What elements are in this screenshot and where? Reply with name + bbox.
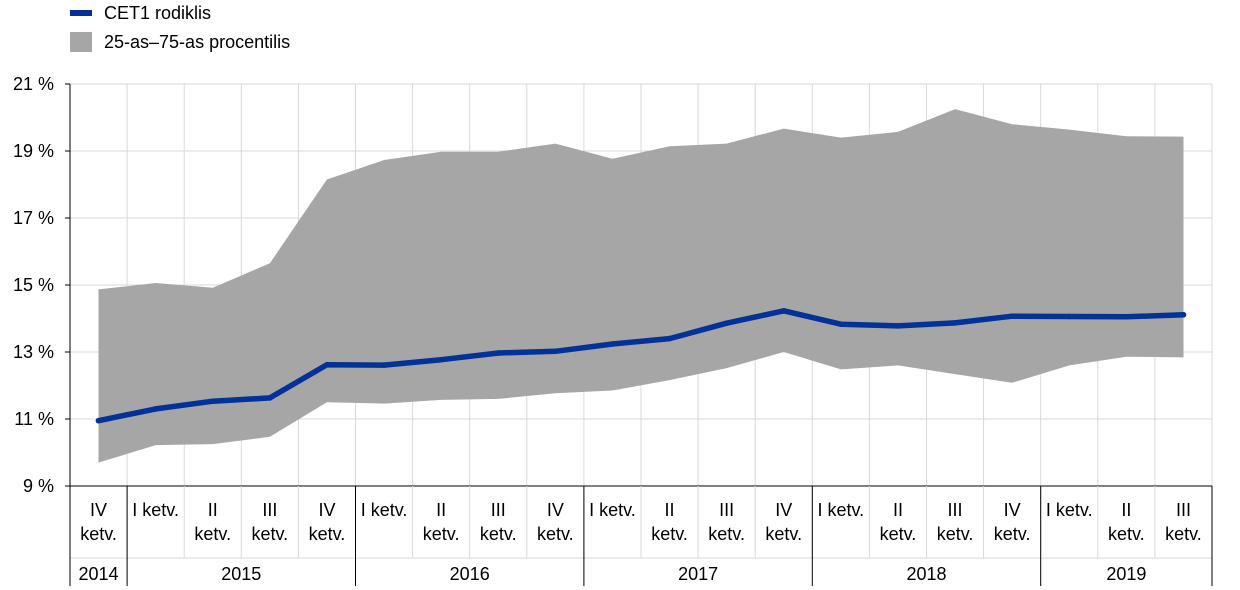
x-axis: IV ketv. I ketv. II ketv. III ketv. IV ketv. I ke… bbox=[69, 84, 1213, 586]
series-line-layer bbox=[95, 307, 1187, 424]
x-tick-label: ketv. bbox=[1165, 524, 1202, 544]
y-tick-label: 17 % bbox=[13, 208, 54, 228]
legend-label: 25-as–75-as procentilis bbox=[104, 32, 290, 52]
x-tick-label: ketv. bbox=[765, 524, 802, 544]
series-point bbox=[267, 395, 273, 401]
series-point bbox=[1180, 312, 1187, 318]
x-tick-label: ketv. bbox=[994, 524, 1031, 544]
y-tick-label: 21 % bbox=[13, 74, 54, 94]
x-tick-label: IV bbox=[1004, 500, 1021, 520]
x-tick-label: I ketv. bbox=[1046, 500, 1093, 520]
x-tick-label: ketv. bbox=[880, 524, 917, 544]
legend-swatch-line bbox=[70, 10, 92, 16]
series-point bbox=[666, 335, 673, 342]
x-tick-label: III bbox=[948, 500, 963, 520]
series-point bbox=[152, 406, 159, 412]
x-tick-label: IV bbox=[775, 500, 792, 520]
x-tick-label: II bbox=[208, 500, 218, 520]
x-tick-label: I ketv. bbox=[132, 500, 179, 520]
x-tick-label: IV bbox=[318, 500, 335, 520]
series-line-cet1 bbox=[95, 308, 1187, 424]
x-tick-label: ketv. bbox=[309, 524, 346, 544]
series-point bbox=[895, 323, 901, 329]
series-point bbox=[1009, 313, 1015, 319]
legend: CET1 rodiklis 25-as–75-as procentilis bbox=[70, 3, 290, 52]
series-point bbox=[1123, 314, 1130, 320]
series-point bbox=[324, 361, 330, 368]
percentile-band-layer bbox=[98, 109, 1184, 463]
x-tick-label: I ketv. bbox=[818, 500, 865, 520]
y-axis-tick-labels: 21 % 19 % 17 % 15 % 13 % 11 % 9 % bbox=[13, 74, 70, 496]
year-label: 2014 bbox=[79, 564, 119, 584]
x-tick-label: ketv. bbox=[252, 524, 289, 544]
x-tick-label: I ketv. bbox=[589, 500, 636, 520]
year-label: 2016 bbox=[450, 564, 490, 584]
series-point bbox=[552, 348, 559, 355]
x-tick-label: II bbox=[436, 500, 446, 520]
y-tick-label: 13 % bbox=[13, 342, 54, 362]
x-tick-label: I ketv. bbox=[361, 500, 408, 520]
x-tick-label: ketv. bbox=[651, 524, 688, 544]
y-tick-label: 15 % bbox=[13, 275, 54, 295]
series-point bbox=[95, 417, 102, 424]
series-point bbox=[723, 320, 730, 326]
legend-swatch-area bbox=[70, 32, 92, 52]
series-point bbox=[952, 320, 958, 326]
x-tick-label: III bbox=[719, 500, 734, 520]
x-tick-label: ketv. bbox=[80, 524, 117, 544]
x-tick-label: ketv. bbox=[1108, 524, 1145, 544]
year-label: 2017 bbox=[678, 564, 718, 584]
series-point bbox=[838, 321, 844, 327]
x-tick-label: ketv. bbox=[194, 524, 231, 544]
y-tick-label: 19 % bbox=[13, 141, 54, 161]
series-point bbox=[780, 307, 787, 314]
series-point bbox=[209, 398, 216, 405]
x-tick-label: ketv. bbox=[708, 524, 745, 544]
year-label: 2015 bbox=[221, 564, 261, 584]
x-tick-label: ketv. bbox=[423, 524, 460, 544]
x-tick-label: IV bbox=[547, 500, 564, 520]
x-tick-label: III bbox=[1176, 500, 1191, 520]
x-tick-label: III bbox=[262, 500, 277, 520]
x-tick-label: III bbox=[491, 500, 506, 520]
x-tick-label: IV bbox=[90, 500, 107, 520]
x-tick-label: ketv. bbox=[480, 524, 517, 544]
series-point bbox=[609, 341, 616, 347]
x-tick-label: II bbox=[665, 500, 675, 520]
series-point bbox=[438, 356, 444, 363]
x-tick-label: II bbox=[893, 500, 903, 520]
series-point bbox=[495, 350, 502, 356]
x-tick-label: II bbox=[1121, 500, 1131, 520]
percentile-band bbox=[98, 109, 1184, 463]
y-tick-label: 9 % bbox=[23, 476, 54, 496]
series-point bbox=[381, 362, 387, 368]
series-point bbox=[1066, 313, 1073, 320]
y-tick-label: 11 % bbox=[14, 409, 54, 429]
year-label: 2018 bbox=[906, 564, 946, 584]
legend-label: CET1 rodiklis bbox=[104, 3, 211, 23]
x-tick-label: ketv. bbox=[937, 524, 974, 544]
x-tick-label: ketv. bbox=[537, 524, 574, 544]
year-label: 2019 bbox=[1106, 564, 1146, 584]
